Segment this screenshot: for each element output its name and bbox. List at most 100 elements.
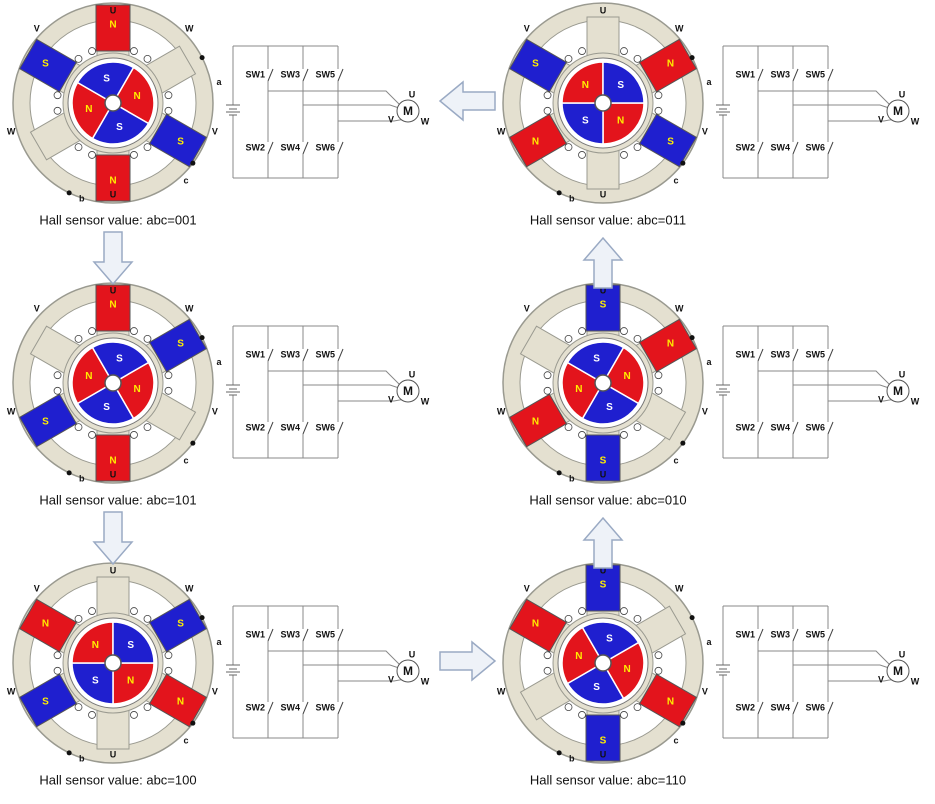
motor-symbol (396, 379, 420, 403)
rotor-label: N (127, 675, 134, 686)
hall-sensor-label: b (79, 753, 85, 763)
pole-label: N (532, 137, 539, 148)
switch (267, 348, 274, 362)
stator-pole (148, 673, 208, 728)
motor-terminal: W (911, 396, 920, 406)
motor-symbol (886, 379, 910, 403)
pole-label: N (109, 20, 116, 31)
hall-sensor-label: a (707, 77, 713, 87)
pole-label: S (667, 137, 674, 148)
rotor-sector (601, 641, 645, 700)
hall-sensor (689, 335, 695, 341)
switch (792, 141, 799, 155)
switch (757, 68, 764, 82)
rotor-label: S (582, 115, 589, 126)
rotor-label: N (92, 640, 99, 651)
stator-spoke (586, 16, 620, 58)
phase-label: W (7, 687, 16, 697)
switch-label: SW1 (245, 349, 265, 359)
coil-marker (620, 47, 628, 55)
switch-label: SW3 (770, 629, 790, 639)
coil-marker (654, 106, 663, 115)
hall-sensor (556, 470, 562, 476)
hall-sensor-label: b (569, 193, 575, 203)
rotor-sector (91, 341, 150, 385)
switch (267, 701, 274, 715)
coil-marker (543, 371, 552, 380)
coil-marker (164, 651, 173, 660)
pole-label: S (177, 339, 184, 350)
arrow-down (92, 231, 134, 286)
coil-marker (88, 607, 96, 615)
switch-label: SW2 (245, 142, 265, 152)
coil-marker (633, 54, 642, 63)
stator-pole (95, 154, 131, 202)
coil-marker (164, 371, 173, 380)
switch-label: SW4 (770, 142, 790, 152)
stator-spoke (96, 708, 130, 750)
rotor-label: N (134, 91, 141, 102)
arrow-left (438, 80, 496, 122)
phase-label: V (702, 407, 708, 417)
switch (337, 348, 344, 362)
coil-marker (164, 666, 173, 675)
rotor-label: N (624, 664, 631, 675)
stator-pole (638, 38, 698, 93)
rotor-hub (104, 94, 122, 112)
hall-sensor-label: c (183, 736, 188, 746)
phase-label: W (497, 407, 506, 417)
stator-pole (18, 673, 78, 728)
coil-marker (143, 703, 152, 712)
pole-label: S (177, 619, 184, 630)
phase-label: V (524, 304, 530, 314)
motor-panel: N S N S N S N S U W V U W Va b c Hall sensor value: abc=… (7, 282, 223, 507)
stator-pole (95, 434, 131, 482)
pole-label: N (667, 697, 674, 708)
coil-marker (143, 334, 152, 343)
inverter-circuit: SW1 SW3 SW5 SW2 SW4 SW6 MU V W (226, 605, 430, 739)
pole-label: S (600, 736, 607, 747)
switch-label: SW4 (280, 422, 300, 432)
rotor-sector (71, 662, 114, 705)
caption: Hall sensor value: abc=110 (530, 772, 686, 787)
coil-marker (143, 423, 152, 432)
pole-label: S (600, 580, 607, 591)
coil-marker (74, 423, 83, 432)
stator-pole (638, 318, 698, 373)
coil-marker (53, 386, 62, 395)
rotor-sector (602, 102, 645, 145)
switch (302, 348, 309, 362)
hall-sensor-label: a (217, 77, 223, 87)
coil-marker (654, 371, 663, 380)
rotor-sector (76, 381, 135, 425)
stator-pole (18, 38, 78, 93)
coil-marker (620, 327, 628, 335)
switch (267, 421, 274, 435)
coil-marker (74, 54, 83, 63)
switch-label: SW6 (805, 702, 825, 712)
coil-marker (130, 711, 138, 719)
coil-marker (543, 106, 552, 115)
motor-label: M (403, 664, 413, 678)
switch-label: SW5 (315, 69, 335, 79)
switch-label: SW4 (770, 422, 790, 432)
rotor-hub (104, 374, 122, 392)
phase-label: W (675, 24, 684, 34)
switch (302, 421, 309, 435)
pole-label: N (109, 456, 116, 467)
rotor-sector (111, 66, 155, 125)
coil-marker (130, 327, 138, 335)
wire (758, 650, 891, 666)
switch (757, 628, 764, 642)
hall-sensor (199, 615, 205, 621)
phase-label: U (600, 469, 607, 479)
rotor-label: S (116, 122, 123, 133)
motor-terminal: U (409, 649, 416, 659)
switch-label: SW2 (735, 702, 755, 712)
stator-pole (508, 393, 568, 448)
hall-sensor-label: a (217, 637, 223, 647)
hall-sensor-label: a (217, 357, 223, 367)
coil-marker (543, 91, 552, 100)
wire (303, 664, 409, 672)
